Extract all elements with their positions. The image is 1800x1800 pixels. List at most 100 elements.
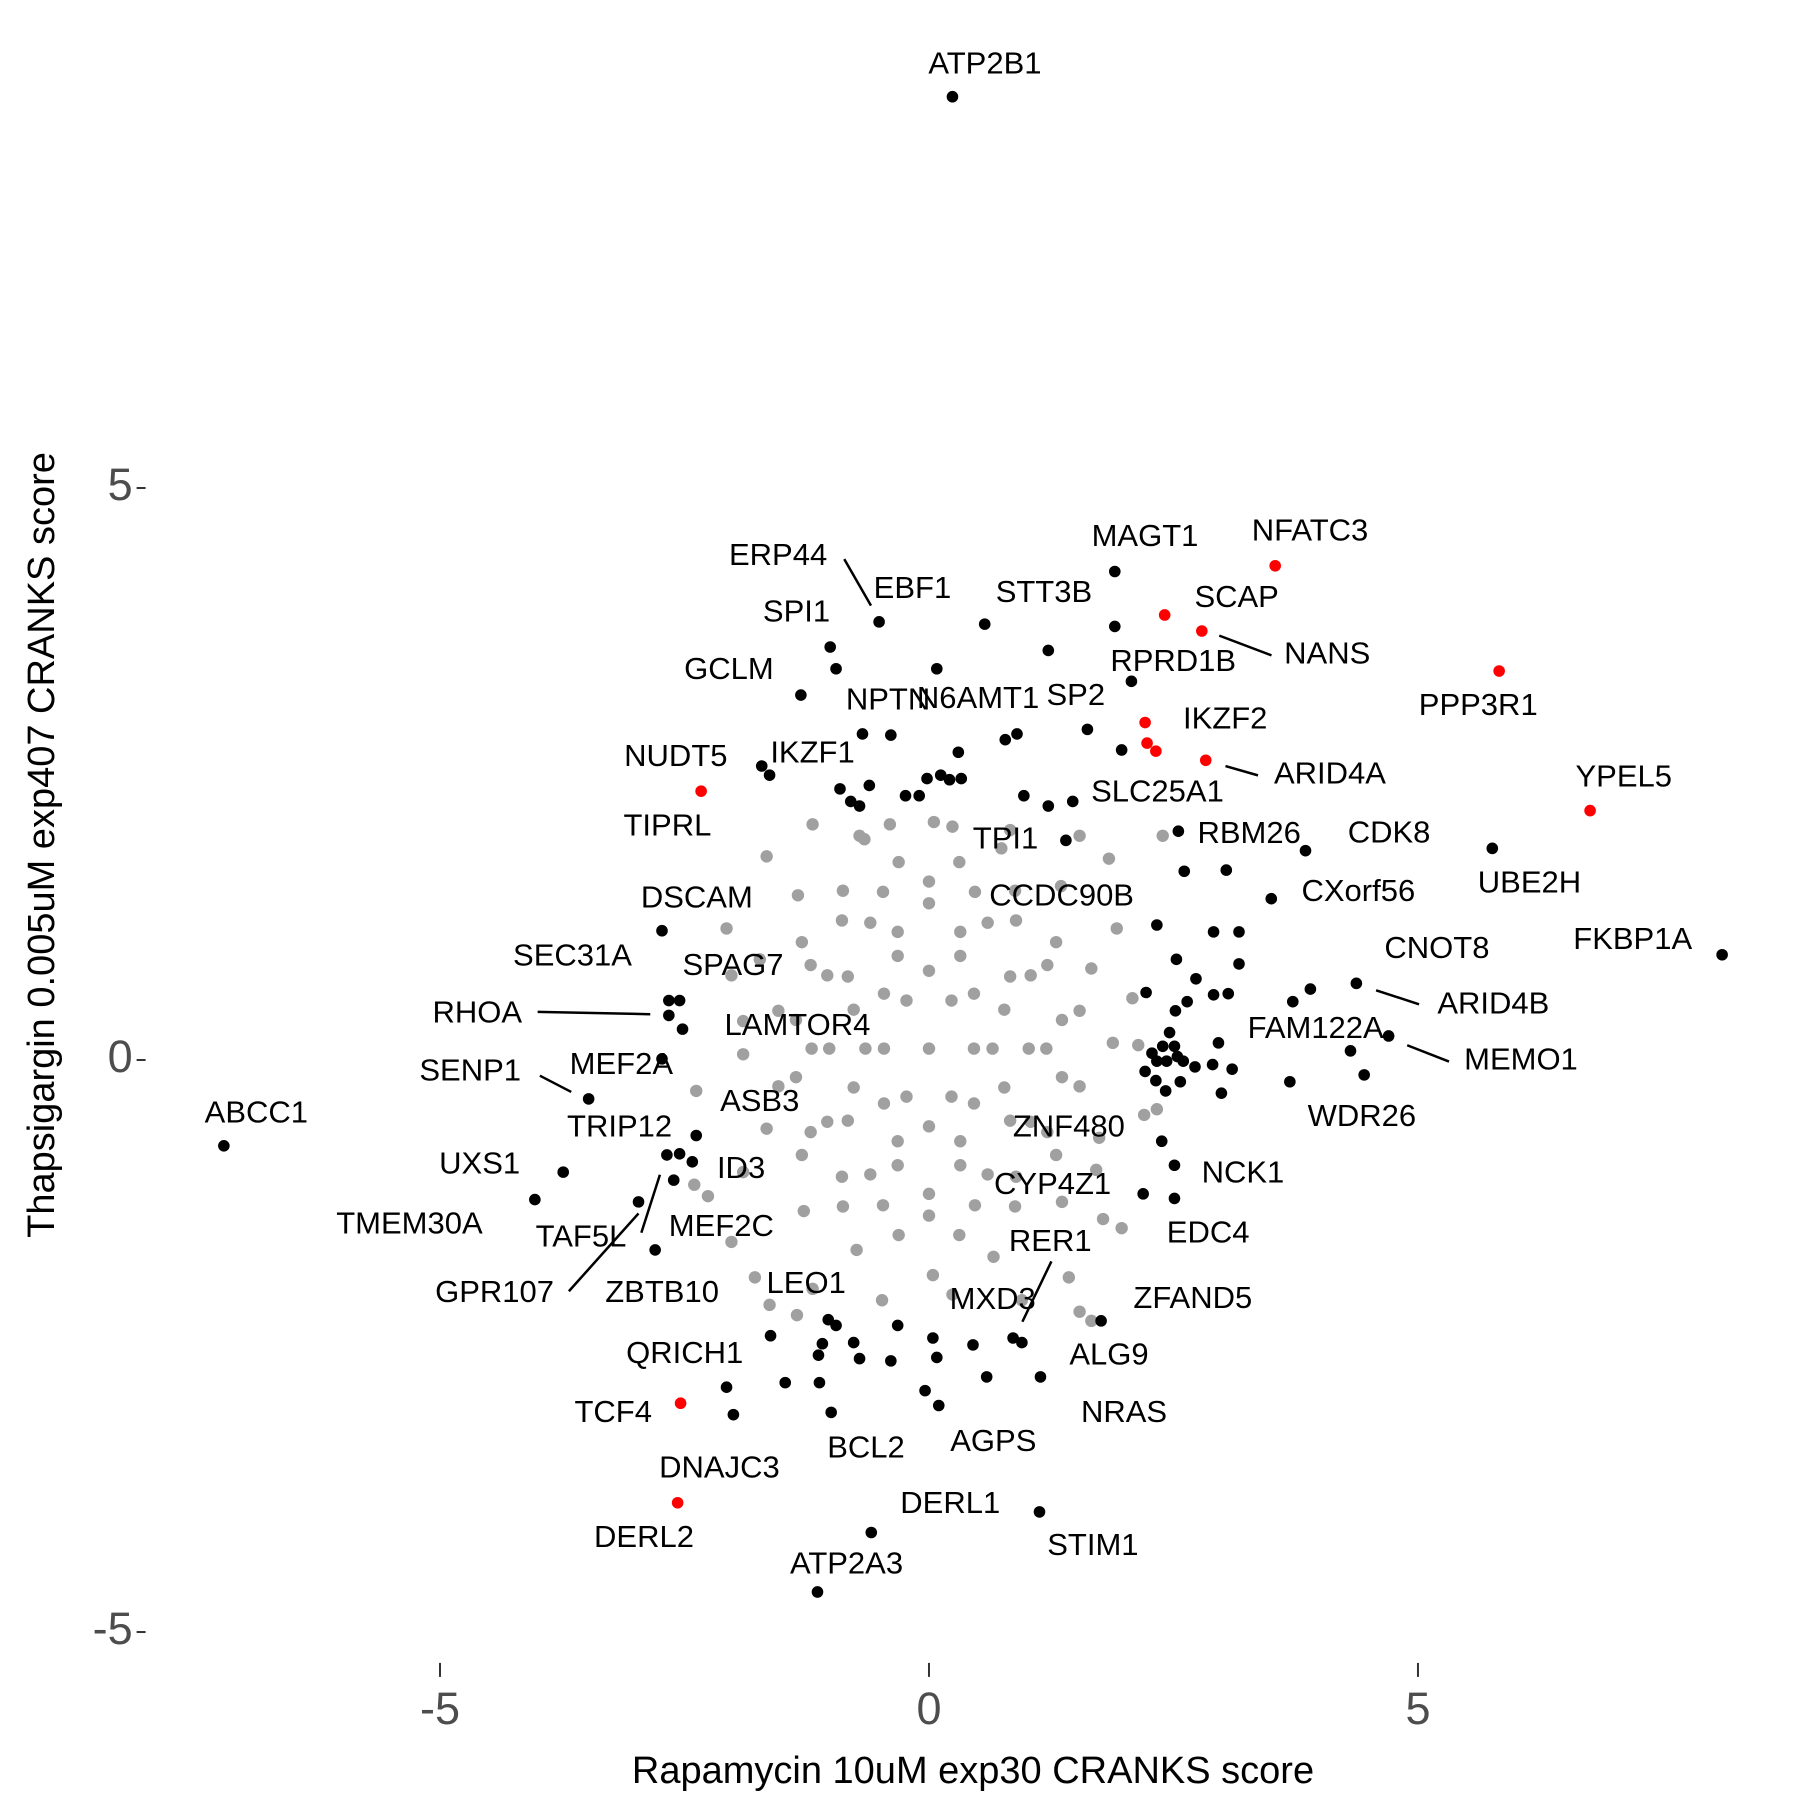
point (1009, 914, 1023, 927)
point (1049, 935, 1063, 949)
y-tick-label: -5 (93, 1603, 133, 1654)
point (1141, 737, 1153, 749)
point (1085, 962, 1098, 975)
point (690, 1129, 703, 1142)
point-label: QRICH1 (626, 1335, 743, 1370)
point (946, 90, 959, 103)
point-label: IKZF2 (1183, 700, 1267, 735)
leader-line (1021, 1260, 1053, 1323)
point (1206, 1058, 1219, 1071)
point (926, 1268, 940, 1282)
point (1284, 1075, 1296, 1088)
point (1115, 744, 1128, 756)
point (955, 772, 968, 785)
point (1190, 972, 1202, 985)
point (968, 885, 982, 899)
point-label: UBE2H (1478, 865, 1581, 900)
point-label: GPR107 (435, 1274, 554, 1309)
point (980, 1371, 993, 1383)
point (913, 789, 926, 802)
point (1062, 1271, 1076, 1284)
point (663, 994, 675, 1007)
point (688, 1178, 701, 1191)
point (760, 1122, 773, 1135)
point-label: SP2 (1046, 677, 1105, 712)
point (836, 1200, 850, 1213)
point (1024, 969, 1037, 982)
point (922, 897, 936, 910)
point (1140, 986, 1152, 999)
leader-line (539, 1074, 572, 1094)
point (1156, 829, 1169, 842)
point-label: TAF5L (536, 1219, 627, 1254)
point (701, 1189, 715, 1203)
point (763, 1298, 776, 1312)
point (981, 1168, 994, 1181)
point-label: CNOT8 (1384, 930, 1489, 965)
point-label: UXS1 (439, 1145, 520, 1180)
point (1040, 1042, 1053, 1055)
point (853, 800, 866, 812)
point (1073, 1080, 1086, 1093)
point (720, 922, 733, 935)
point (1041, 958, 1054, 972)
point (927, 1332, 939, 1344)
point (1222, 987, 1235, 1000)
point (1003, 823, 1017, 837)
point-label: NRAS (1081, 1394, 1167, 1429)
point (927, 815, 941, 829)
point (1095, 1315, 1107, 1327)
point (1350, 977, 1363, 990)
point-label: NANS (1284, 636, 1370, 671)
point (1151, 1055, 1163, 1067)
point-label: ATP2B1 (928, 46, 1041, 81)
point (764, 1329, 777, 1342)
leader-line (640, 1174, 662, 1234)
point (877, 987, 891, 1000)
point-label: SPI1 (763, 594, 830, 629)
point-label: MEF2A (570, 1046, 674, 1081)
point-label: NUDT5 (624, 738, 727, 773)
point (922, 1187, 936, 1201)
point (727, 1408, 740, 1421)
point (797, 1204, 810, 1218)
point (1177, 1055, 1190, 1067)
point-label: ID3 (717, 1150, 765, 1185)
point-label: RHOA (432, 994, 522, 1029)
point-label: N6AMT1 (917, 680, 1039, 715)
point (816, 1337, 829, 1350)
point-label: SLC25A1 (1091, 774, 1224, 809)
point (674, 1397, 687, 1410)
point (673, 994, 686, 1007)
point-label: SENP1 (419, 1052, 521, 1087)
y-tick-label: 5 (108, 459, 133, 510)
point-label: ZBTB10 (605, 1274, 719, 1309)
point (1125, 675, 1138, 688)
point-label: ARID4B (1437, 986, 1549, 1021)
point (649, 1244, 661, 1256)
point (1073, 1305, 1086, 1318)
point-label: EBF1 (874, 570, 952, 605)
point (667, 1174, 680, 1186)
point (967, 1097, 981, 1110)
point (755, 760, 768, 772)
point (1073, 829, 1086, 842)
point (1009, 1170, 1023, 1183)
point (1493, 665, 1505, 677)
point (864, 916, 877, 929)
point (812, 1349, 825, 1361)
point (1155, 1135, 1168, 1148)
point (899, 789, 912, 802)
point (760, 850, 773, 863)
point (859, 1042, 872, 1055)
point (954, 925, 967, 939)
point-label: MEF2C (669, 1208, 774, 1243)
point (863, 779, 876, 792)
point (1054, 879, 1068, 893)
point (1358, 1069, 1370, 1081)
point (1060, 834, 1072, 847)
point (986, 1042, 999, 1055)
point (931, 662, 943, 675)
point-label: TRIP12 (567, 1109, 672, 1144)
